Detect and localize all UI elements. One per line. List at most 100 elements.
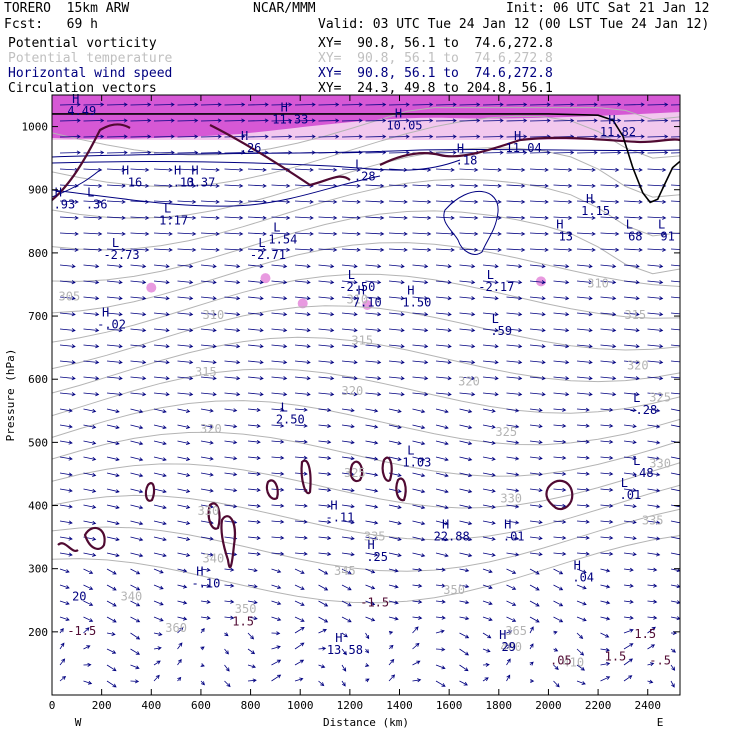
circulation-vector [153,296,170,301]
circulation-vector [341,360,358,365]
x-tick-label: 200 [92,699,112,712]
pv-contour [57,542,79,553]
circulation-vector [224,167,244,172]
circulation-vector [365,663,370,667]
theta-isentrope [52,535,680,604]
circulation-vector [670,360,680,363]
circulation-vector [177,627,184,634]
circulation-vector [247,280,264,285]
circulation-vector [247,376,264,381]
circulation-vector [482,520,496,525]
circulation-vector [600,503,614,508]
circulation-vector [200,215,220,220]
circulation-vector [318,680,325,687]
circulation-vector [200,663,205,667]
circulation-vector [177,584,188,589]
theta-label: 325 [344,466,366,480]
circulation-vector [177,676,182,682]
extremum-value: 29 [502,640,516,654]
extremum-marker: H [55,186,62,200]
circulation-vector [459,183,479,188]
circulation-vector [177,456,191,461]
circulation-vector [459,215,479,220]
extremum-marker: L [633,391,640,405]
circulation-vector [600,344,617,349]
circulation-vector [435,118,457,123]
circulation-vector [106,183,126,188]
circulation-vector [553,167,573,172]
circulation-vector [318,102,340,107]
circulation-vector [59,344,76,349]
field-name-pv: Potential vorticity [8,36,157,51]
circulation-vector [59,215,79,220]
circulation-vector [318,646,327,651]
circulation-vector [576,648,585,656]
circulation-vector [412,408,426,414]
circulation-vector [341,118,363,123]
circulation-vector [318,312,335,317]
circulation-vector [600,487,614,492]
circulation-vector [670,200,680,202]
x-tick-label: 800 [241,699,261,712]
circulation-vector [576,568,587,574]
circulation-vector [623,215,643,220]
circulation-vector [576,376,593,381]
circulation-vector [271,215,291,220]
circulation-vector [506,488,520,493]
pv-shade-blob [260,273,271,284]
circulation-vector [365,264,382,269]
circulation-vector [341,424,355,429]
circulation-vector [412,199,432,204]
theta-isentrope [52,400,680,446]
circulation-vector [647,134,669,139]
circulation-vector [647,344,664,349]
circulation-vector [365,360,382,365]
circulation-vector [365,328,382,333]
circulation-vector [318,344,335,349]
circulation-vector [294,439,308,444]
circulation-vector [459,584,470,589]
circulation-vector [153,264,170,269]
extremum-marker: L [87,186,94,200]
circulation-vector [224,424,238,429]
circulation-vector [506,630,513,634]
circulation-vector [576,296,593,301]
circulation-vector [130,296,147,301]
circulation-vector [224,183,244,188]
circulation-vector [294,568,305,574]
x-tick-label: 600 [191,699,211,712]
circulation-vector [106,424,120,430]
circulation-vector [200,280,217,285]
circulation-vector [506,376,523,381]
circulation-vector [318,183,338,188]
circulation-vector [271,600,282,605]
circulation-vector [412,102,434,107]
circulation-vector [153,215,173,220]
circulation-vector [482,328,499,333]
wind-speed-contour [52,148,680,158]
circulation-vector [482,344,499,349]
circulation-vector [412,183,432,188]
circulation-vector [153,424,167,430]
circulation-vector [224,280,241,285]
circulation-vector [553,392,570,397]
circulation-vector [83,616,94,622]
x-tick-label: 400 [141,699,161,712]
circulation-vector [647,615,658,620]
circulation-vector [177,504,191,509]
circulation-vector [506,102,528,107]
circulation-vector [600,616,611,621]
circulation-vector [106,392,123,397]
circulation-vector [553,503,567,508]
circulation-vector [365,344,382,349]
circulation-vector [200,504,214,509]
extremum-marker: H [241,129,248,143]
circulation-vector [294,584,305,590]
circulation-vector [341,648,347,656]
theta-label: 320 [458,375,480,389]
circulation-vector [341,231,361,236]
circulation-vector [482,488,496,493]
circulation-vector [341,552,355,557]
forecast-hour: Fcst: 69 h [4,17,98,32]
circulation-vector [224,648,229,655]
